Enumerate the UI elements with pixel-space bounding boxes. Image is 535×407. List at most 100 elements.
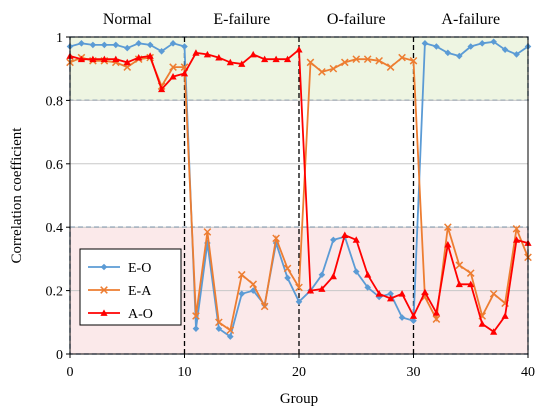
legend-item-E-A: E-A xyxy=(88,284,152,299)
data-point xyxy=(444,241,452,248)
data-point xyxy=(226,326,235,335)
data-point xyxy=(295,298,303,305)
data-point xyxy=(490,328,498,335)
data-point xyxy=(215,318,223,327)
data-point xyxy=(466,269,475,277)
data-point xyxy=(295,46,303,53)
data-point xyxy=(398,53,406,62)
data-point xyxy=(352,268,360,275)
series-layer xyxy=(66,38,532,340)
data-point xyxy=(387,294,395,302)
data-point xyxy=(249,287,257,294)
data-point xyxy=(306,58,315,67)
data-point xyxy=(444,223,452,232)
data-point xyxy=(352,55,361,64)
data-point xyxy=(135,40,142,47)
data-point xyxy=(444,49,452,57)
data-point xyxy=(261,55,269,63)
data-point xyxy=(501,46,509,53)
data-point xyxy=(490,38,497,46)
data-point xyxy=(478,40,486,47)
data-point xyxy=(237,270,246,279)
y-tick-label: 0.8 xyxy=(46,94,64,109)
data-point xyxy=(512,236,521,243)
data-point xyxy=(421,40,429,47)
data-point xyxy=(123,44,131,52)
series-E-A xyxy=(66,53,532,335)
data-point xyxy=(455,261,464,270)
data-point xyxy=(340,58,349,67)
data-point xyxy=(318,285,326,292)
data-point xyxy=(77,55,86,63)
data-point xyxy=(352,236,360,243)
data-point xyxy=(89,55,97,63)
data-point xyxy=(467,43,475,50)
y-tick-label: 0 xyxy=(56,348,63,363)
x-tick-label: 30 xyxy=(407,365,421,380)
data-point xyxy=(329,64,338,73)
data-point xyxy=(192,325,200,332)
data-point xyxy=(501,312,509,319)
y-tick-label: 0.2 xyxy=(46,285,64,300)
data-point xyxy=(513,51,520,58)
data-point xyxy=(158,47,165,55)
data-point xyxy=(363,55,372,64)
data-point xyxy=(375,290,383,297)
legend-label: A-O xyxy=(128,307,153,322)
data-point xyxy=(283,264,292,273)
data-point xyxy=(467,280,475,288)
legend-label: E-A xyxy=(128,284,152,299)
data-point xyxy=(238,290,246,298)
data-point xyxy=(169,40,177,47)
data-point xyxy=(432,315,441,323)
data-point xyxy=(455,280,463,288)
data-point xyxy=(410,317,417,325)
data-point xyxy=(398,314,406,321)
section-label: O-failure xyxy=(327,11,386,28)
data-point xyxy=(89,41,97,49)
data-point xyxy=(215,54,223,61)
legend-item-E-O: E-O xyxy=(88,261,151,276)
data-point xyxy=(318,68,326,76)
data-point xyxy=(364,271,372,278)
data-point xyxy=(272,234,280,243)
data-point xyxy=(226,58,234,66)
data-point xyxy=(215,325,223,332)
data-point xyxy=(409,56,418,65)
data-point xyxy=(329,272,337,280)
section-label: E-failure xyxy=(213,11,270,28)
x-tick-label: 0 xyxy=(67,365,74,380)
axis-layer: 00.20.40.60.810 10 20 30 40 xyxy=(46,31,535,380)
data-point xyxy=(409,312,418,319)
data-point xyxy=(398,290,406,297)
data-point xyxy=(158,85,166,93)
data-point xyxy=(238,60,246,67)
section-label: Normal xyxy=(103,11,152,28)
data-point xyxy=(78,40,85,47)
data-point xyxy=(386,63,395,71)
data-point xyxy=(489,289,498,298)
section-label-layer: Normal E-failure O-failure A-failure xyxy=(103,11,500,28)
data-point xyxy=(283,55,292,63)
data-point xyxy=(135,54,143,61)
gridline-layer xyxy=(70,99,528,292)
data-point xyxy=(478,320,486,327)
series-A-O xyxy=(66,46,532,335)
y-tick-label: 0.6 xyxy=(46,158,64,173)
series-E-O xyxy=(66,38,532,340)
data-point xyxy=(112,41,120,49)
data-point xyxy=(341,231,349,239)
data-point xyxy=(203,228,212,236)
data-point xyxy=(249,280,258,289)
data-point xyxy=(227,333,234,340)
legend-label: E-O xyxy=(128,261,151,276)
data-point xyxy=(169,73,177,80)
y-tick-label: 1 xyxy=(56,31,63,46)
data-point xyxy=(318,271,326,279)
legend-swatch-marker xyxy=(100,263,108,271)
data-point xyxy=(181,43,188,50)
data-point xyxy=(101,41,108,49)
data-point xyxy=(112,55,120,63)
x-tick-label: 20 xyxy=(292,365,306,380)
data-point xyxy=(375,56,383,65)
